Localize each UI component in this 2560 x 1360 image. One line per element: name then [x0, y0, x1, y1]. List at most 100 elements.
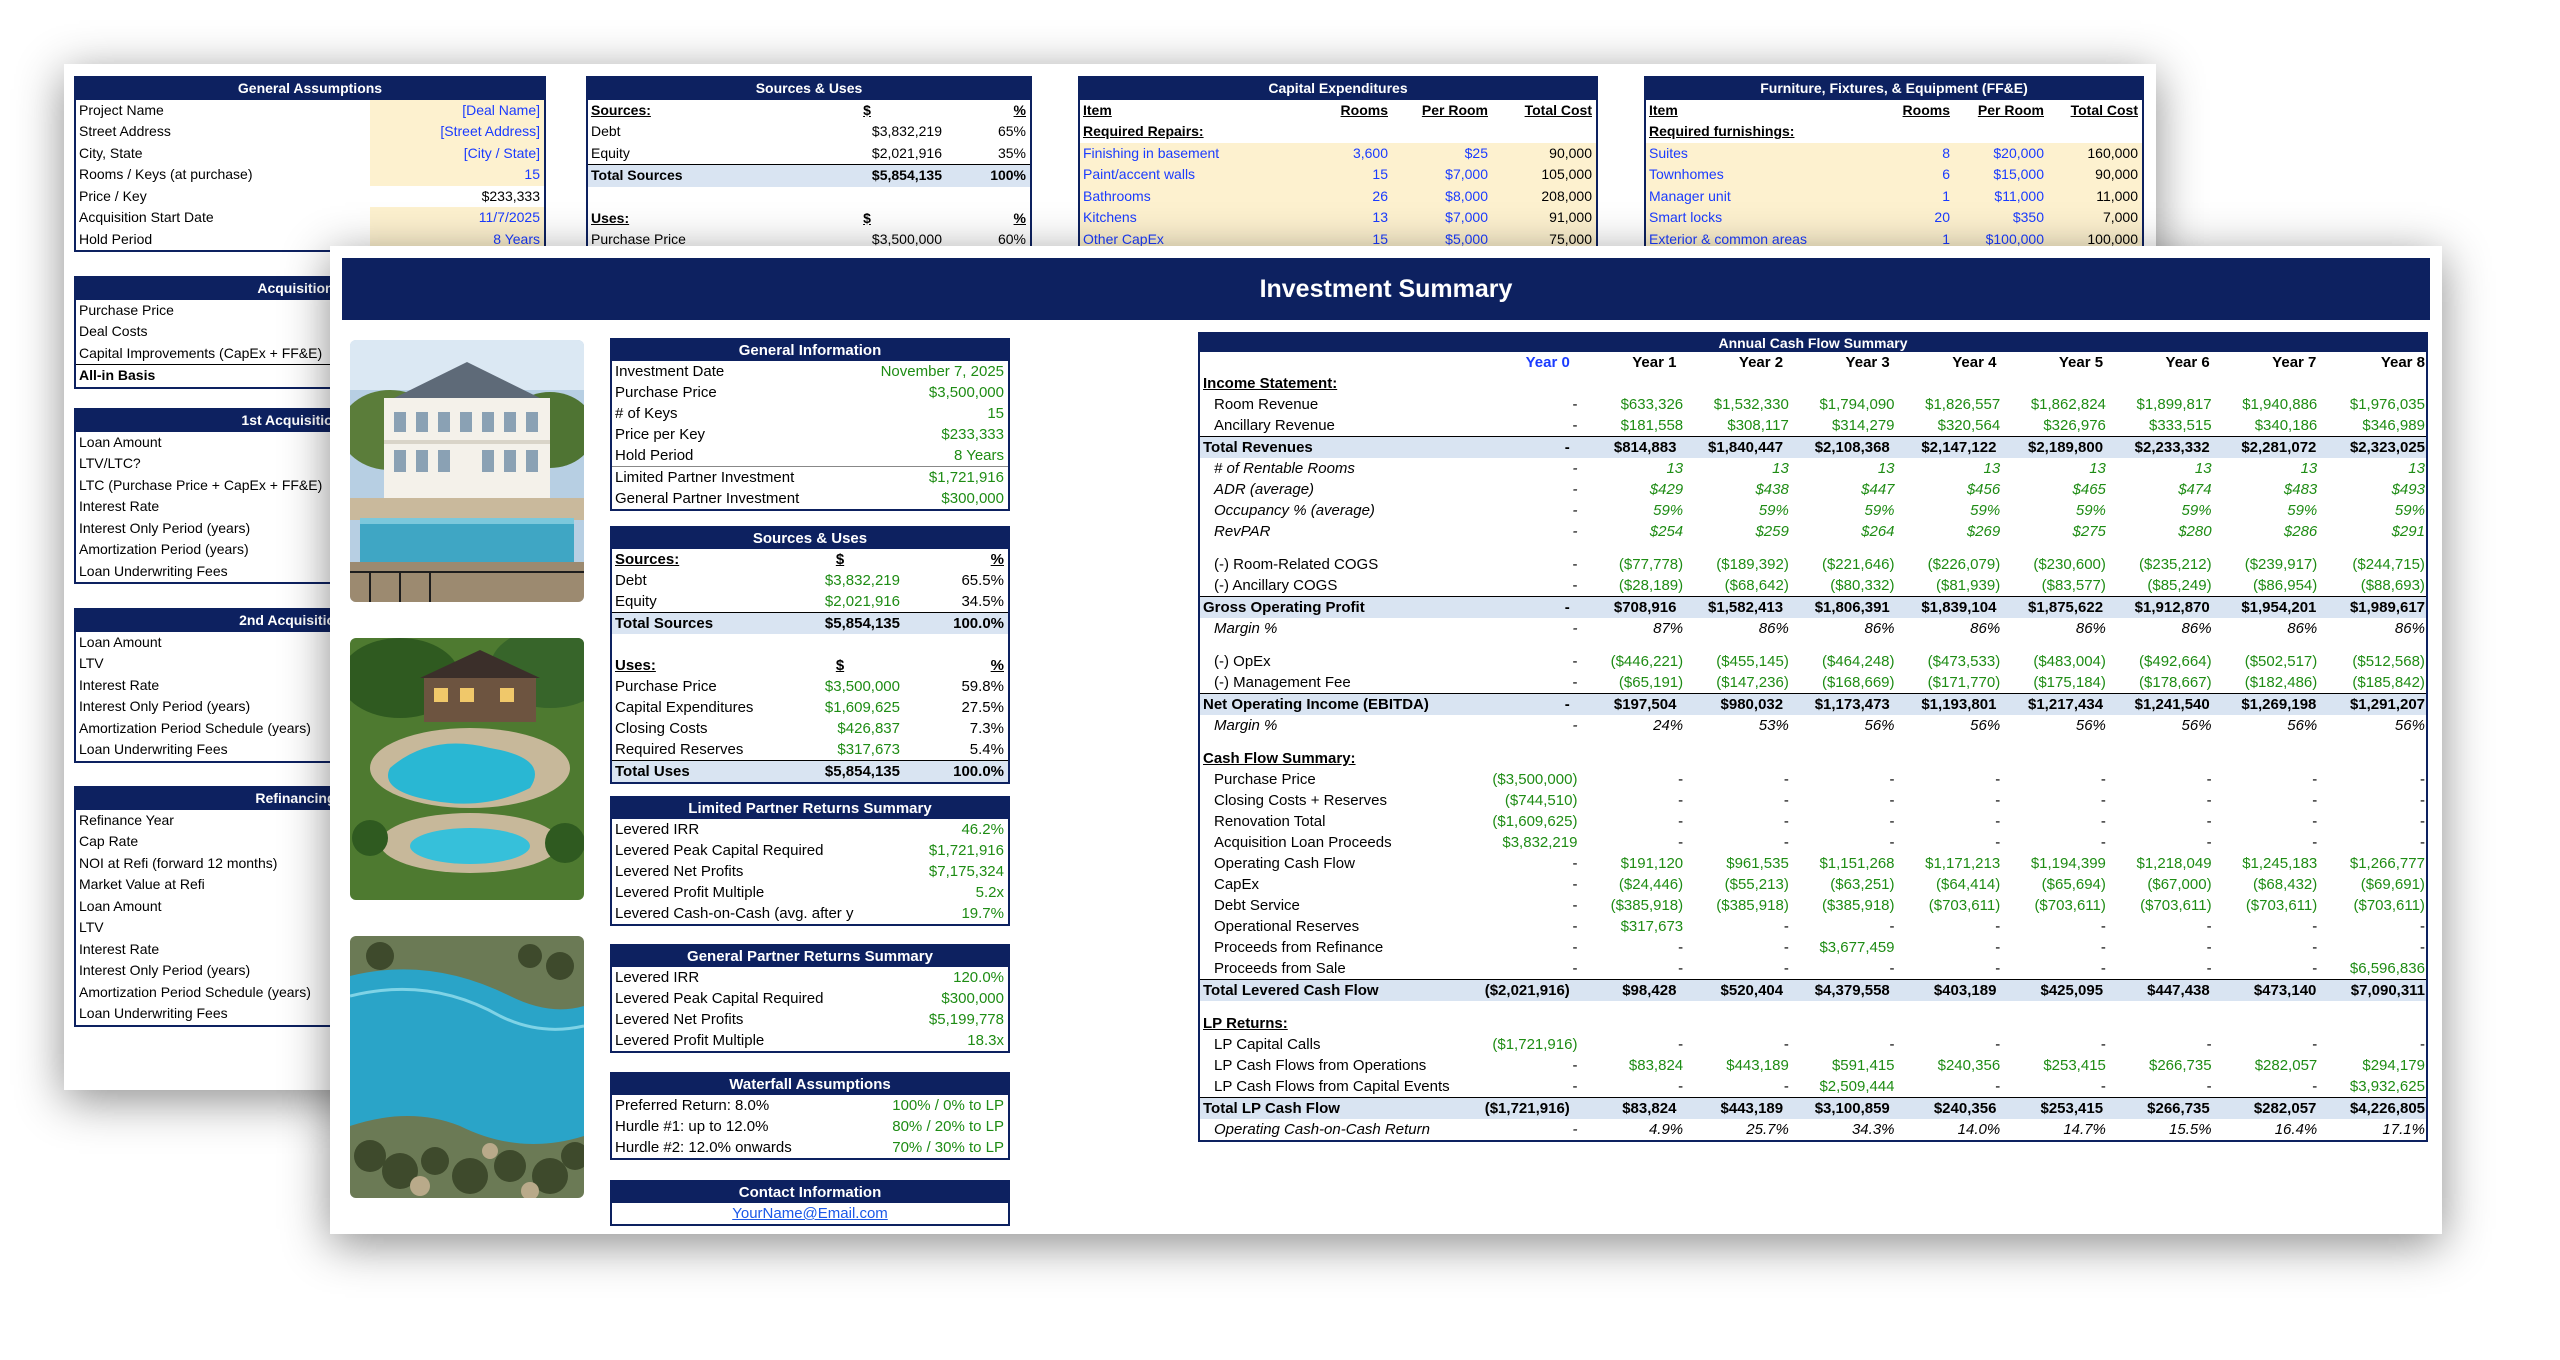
row-value: ($175,184) [2033, 674, 2106, 691]
row-value: - [2100, 1078, 2106, 1095]
year-header: Year 4 [1952, 354, 1997, 371]
cell: Paint/accent walls [1083, 166, 1196, 182]
cell: $3,832,219 [871, 123, 942, 139]
row-value: - [1995, 939, 2001, 956]
cell: $15,000 [1993, 166, 2044, 182]
row-value: - [2312, 960, 2318, 977]
row-label: Interest Only Period (years) [79, 519, 251, 536]
row-value: - [2100, 834, 2106, 851]
row-value: ($65,191) [1618, 674, 1684, 691]
row-label: Proceeds from Sale [1214, 960, 1346, 977]
row-label: LP Cash Flows from Capital Events [1214, 1078, 1450, 1095]
row-label: LTV [79, 655, 104, 671]
row-value: - [2312, 813, 2318, 830]
table-row: Preferred Return: 8.0% 100% / 0% to LP [612, 1095, 1008, 1116]
row-value: ($88,693) [2360, 577, 2425, 594]
row-value: - [2419, 1036, 2425, 1053]
row-value: $282,057 [2253, 1100, 2317, 1117]
row-value: ($744,510) [1504, 792, 1578, 809]
row-value: $438 [1755, 481, 1789, 498]
gp-returns-header: General Partner Returns Summary [612, 946, 1008, 967]
cash-flow-row: Closing Costs + Reserves ($744,510) - - - - - -… [1200, 790, 2426, 811]
col-dollar: $ [835, 657, 845, 674]
cash-flow-row: Proceeds from Refinance - - - $3,677,459 - - - -… [1200, 937, 2426, 958]
table-row: Capital Improvements (CapEx + FF&E) [76, 343, 544, 365]
row-label: Capital Improvements (CapEx + FF&E) [79, 344, 323, 361]
row-label: Amortization Period (years) [79, 541, 249, 557]
cash-flow-row: CapEx - ($24,446) ($55,213) ($63,251) ($64,41… [1200, 874, 2426, 895]
row-value: - [2312, 792, 2318, 809]
cell: $5,854,135 [824, 763, 900, 780]
capex-block: Capital Expenditures Item Rooms Per Room… [1078, 76, 1598, 252]
year-header: Year 7 [2272, 354, 2317, 371]
section-label: LP Returns: [1203, 1015, 1288, 1032]
row-value: - [1678, 834, 1684, 851]
row-label: Preferred Return: 8.0% [615, 1097, 770, 1114]
row-value: $1,875,622 [2028, 599, 2104, 616]
row-label: Levered Net Profits [615, 863, 744, 880]
section-label: Cash Flow Summary: [1203, 750, 1356, 767]
table-row: Acquisition Start Date 11/7/2025 [76, 207, 544, 229]
cell: 35% [997, 144, 1026, 161]
section-label: Required Repairs: [1083, 123, 1204, 139]
col-dollar: $ [863, 209, 871, 226]
table-row: Levered Cash-on-Cash (avg. after year 1)… [612, 903, 1008, 924]
cell: 208,000 [1541, 187, 1592, 204]
row-value: 86% [1970, 620, 2001, 637]
year-header: Year 5 [2058, 354, 2104, 371]
row-value: - [2419, 771, 2425, 788]
row-value: $7,090,311 [2350, 982, 2426, 999]
table-row: Loan Amount [76, 432, 544, 454]
row-value: $2,108,368 [1814, 439, 1890, 456]
table-row: Paint/accent walls 15 $7,000 105,000 [1080, 164, 1596, 186]
row-value: ($68,642) [1724, 577, 1789, 594]
row-label: RevPAR [1214, 523, 1271, 540]
row-label: Loan Underwriting Fees [79, 1005, 228, 1021]
row-label: Margin % [1214, 620, 1278, 637]
table-row: Levered IRR 46.2% [612, 819, 1008, 840]
cell: 15 [1372, 166, 1388, 182]
cell: Kitchens [1083, 209, 1137, 225]
row-value: $291 [2391, 523, 2425, 540]
row-value: 16.4% [2274, 1121, 2318, 1138]
table-row: Hurdle #2: 12.0% onwards 70% / 30% to LP [612, 1137, 1008, 1158]
cash-flow-row: LP Cash Flows from Capital Events - - - $2,5… [1200, 1076, 2426, 1097]
row-value: $2,509,444 [1819, 1078, 1895, 1095]
row-value: ($68,432) [2253, 876, 2318, 893]
row-value: - [2206, 834, 2212, 851]
cell: 65.5% [961, 572, 1004, 589]
row-label: Loan Amount [79, 897, 162, 914]
row-value: 56% [2075, 717, 2106, 734]
row-value: $191,120 [1620, 855, 1684, 872]
row-value: ($703,611) [2140, 897, 2212, 914]
row-value: $1,269,198 [2241, 696, 2317, 713]
row-label: (-) Ancillary COGS [1214, 577, 1338, 594]
table-row: Equity $2,021,916 34.5% [612, 591, 1008, 612]
cell: Purchase Price [591, 231, 686, 247]
sources-uses-header: Sources & Uses [612, 528, 1008, 549]
year-header: Year 3 [1845, 354, 1890, 371]
contact-email-link[interactable]: YourName@Email.com [732, 1205, 888, 1222]
table-row: Refinance Year [76, 810, 544, 832]
col-item: Item [1649, 101, 1678, 118]
row-value: - [1995, 1036, 2001, 1053]
row-value: 59% [1653, 502, 1684, 519]
row-value: - [1678, 771, 1684, 788]
row-value: ($63,251) [1830, 876, 1895, 893]
row-value: $326,976 [2043, 417, 2106, 434]
row-value: - [1889, 771, 1895, 788]
row-label: Cap Rate [79, 833, 139, 849]
table-row: Street Address [Street Address] [76, 121, 544, 143]
row-value: 86% [1864, 620, 1895, 637]
col-label: Sources: [615, 551, 680, 568]
cell: $317,673 [837, 741, 900, 758]
table-row: NOI at Refi (forward 12 months) [76, 853, 544, 875]
row-value: - [1783, 792, 1789, 809]
cash-flow-row: # of Rentable Rooms - 13 13 13 13 13 13 13 13 [1200, 458, 2426, 479]
table-row: Equity $2,021,916 35% [588, 143, 1030, 165]
cell: 105,000 [1541, 166, 1592, 182]
row-label: NOI at Refi (forward 12 months) [79, 854, 278, 871]
table-row: Levered Peak Capital Required $300,000 [612, 988, 1008, 1009]
row-value: $456 [1966, 481, 2001, 498]
waterfall-header: Waterfall Assumptions [612, 1074, 1008, 1095]
